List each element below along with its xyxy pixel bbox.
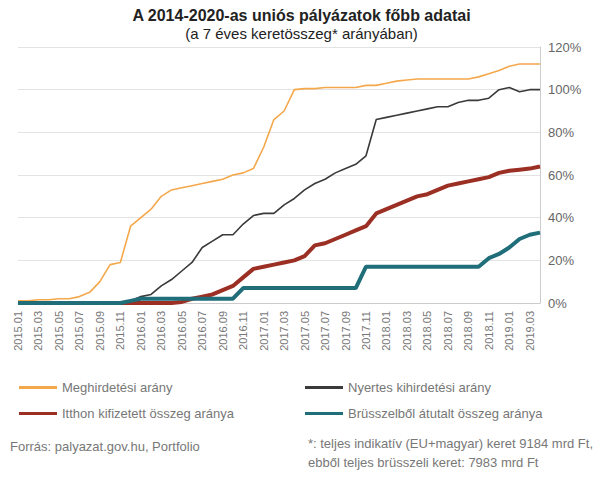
svg-text:20%: 20% — [548, 253, 574, 268]
svg-text:2016.03: 2016.03 — [155, 311, 167, 351]
svg-text:Nyertes kihirdetési arány: Nyertes kihirdetési arány — [348, 380, 492, 395]
svg-text:A 2014-2020-as uniós pályázato: A 2014-2020-as uniós pályázatok főbb ada… — [132, 7, 470, 24]
svg-text:2019.01: 2019.01 — [503, 311, 515, 351]
svg-text:2015.11: 2015.11 — [114, 311, 126, 350]
svg-text:2018.01: 2018.01 — [380, 311, 392, 351]
svg-text:2016.09: 2016.09 — [217, 311, 229, 351]
svg-text:2018.11: 2018.11 — [483, 311, 495, 350]
svg-text:2016.07: 2016.07 — [196, 311, 208, 351]
svg-text:2015.01: 2015.01 — [12, 311, 24, 351]
svg-text:2017.11: 2017.11 — [360, 311, 372, 350]
svg-text:Forrás: palyazat.gov.hu, Portf: Forrás: palyazat.gov.hu, Portfolio — [10, 439, 200, 454]
svg-text:60%: 60% — [548, 168, 574, 183]
svg-text:ebből teljes brüsszeli keret:: ebből teljes brüsszeli keret: 7983 mrd F… — [308, 455, 539, 470]
svg-text:40%: 40% — [548, 210, 574, 225]
svg-text:2018.07: 2018.07 — [442, 311, 454, 351]
svg-text:80%: 80% — [548, 125, 574, 140]
svg-text:Meghirdetési arány: Meghirdetési arány — [62, 380, 173, 395]
svg-text:2015.05: 2015.05 — [53, 311, 65, 351]
svg-text:100%: 100% — [548, 82, 582, 97]
svg-text:0%: 0% — [548, 296, 567, 311]
svg-text:120%: 120% — [548, 40, 582, 55]
svg-text:2017.09: 2017.09 — [340, 311, 352, 351]
svg-text:2016.05: 2016.05 — [176, 311, 188, 351]
svg-text:2017.03: 2017.03 — [278, 311, 290, 351]
svg-text:2017.07: 2017.07 — [319, 311, 331, 351]
svg-text:2018.03: 2018.03 — [401, 311, 413, 351]
svg-text:Itthon kifizetett összeg arány: Itthon kifizetett összeg aránya — [62, 406, 235, 421]
svg-text:2016.01: 2016.01 — [135, 311, 147, 351]
svg-text:2015.09: 2015.09 — [94, 311, 106, 351]
svg-text:2018.05: 2018.05 — [421, 311, 433, 351]
svg-text:(a 7 éves keretösszeg* arányáb: (a 7 éves keretösszeg* arányában) — [185, 25, 418, 42]
svg-text:*: teljes indikatív (EU+magyar: *: teljes indikatív (EU+magyar) keret 91… — [308, 436, 593, 451]
svg-text:2019.03: 2019.03 — [524, 311, 536, 351]
svg-text:2016.11: 2016.11 — [237, 311, 249, 350]
svg-text:Brüsszelből átutalt összeg ará: Brüsszelből átutalt összeg aránya — [348, 406, 543, 421]
svg-text:2018.09: 2018.09 — [462, 311, 474, 351]
svg-text:2017.05: 2017.05 — [299, 311, 311, 351]
svg-text:2015.03: 2015.03 — [32, 311, 44, 351]
svg-text:2017.01: 2017.01 — [258, 311, 270, 351]
svg-text:2015.07: 2015.07 — [73, 311, 85, 351]
